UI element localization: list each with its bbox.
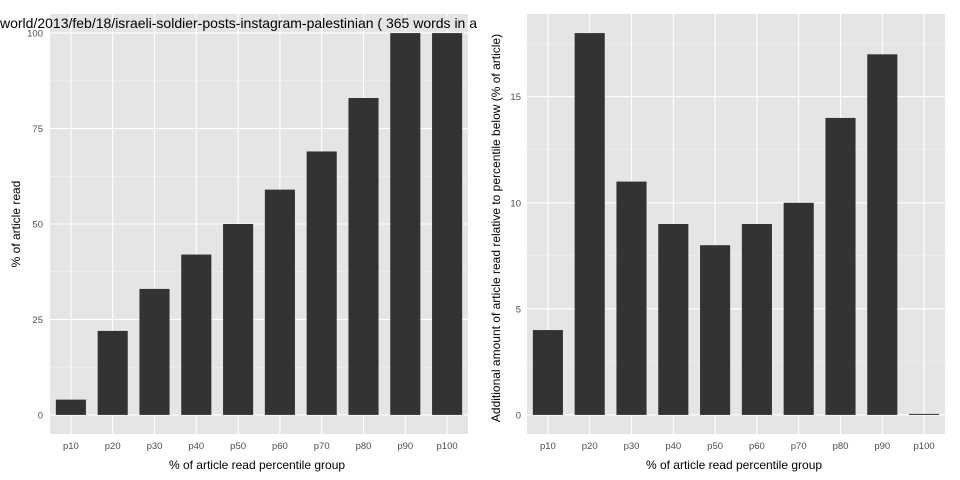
x-tick-label: p40 <box>665 441 681 452</box>
x-tick-label: p10 <box>540 441 556 452</box>
bar-p10 <box>532 330 563 415</box>
bar-p10 <box>55 399 86 415</box>
chart-title: world/2013/feb/18/israeli-soldier-posts-… <box>0 15 477 31</box>
bar-p90 <box>390 33 421 415</box>
x-tick-label: p10 <box>63 441 79 452</box>
bar-p80 <box>348 98 379 415</box>
x-tick-label: p70 <box>791 441 807 452</box>
bar-p20 <box>97 330 128 415</box>
y-tick-label: 15 <box>510 92 521 103</box>
bar-p30 <box>616 181 647 415</box>
x-tick-label: p100 <box>437 441 458 452</box>
x-tick-label: p90 <box>397 441 413 452</box>
bar-p40 <box>658 224 689 415</box>
x-tick-label: p50 <box>230 441 246 452</box>
bar-p70 <box>306 151 337 415</box>
bar-p70 <box>783 202 814 415</box>
x-tick-label: p80 <box>833 441 849 452</box>
y-axis-title: Additional amount of article read relati… <box>489 34 503 422</box>
bar-p30 <box>139 288 170 415</box>
x-tick-label: p80 <box>356 441 372 452</box>
y-tick-label: 5 <box>516 304 521 315</box>
bar-p50 <box>223 224 254 415</box>
bar-p50 <box>700 245 731 415</box>
x-tick-label: p20 <box>105 441 121 452</box>
bar-p40 <box>181 254 212 415</box>
bar-p90 <box>867 54 898 415</box>
y-tick-label: 100 <box>27 29 43 40</box>
y-tick-label: 10 <box>510 198 521 209</box>
bar-p80 <box>825 117 856 415</box>
x-tick-label: p60 <box>749 441 765 452</box>
x-tick-label: p30 <box>624 441 640 452</box>
x-tick-label: p30 <box>147 441 163 452</box>
bar-p20 <box>574 33 605 415</box>
bar-p100 <box>909 413 940 415</box>
x-tick-label: p90 <box>874 441 890 452</box>
x-axis-title: % of article read percentile group <box>646 458 822 472</box>
y-tick-label: 0 <box>516 410 521 421</box>
x-tick-label: p100 <box>914 441 935 452</box>
y-tick-label: 25 <box>32 315 43 326</box>
x-tick-label: p50 <box>707 441 723 452</box>
y-tick-label: 0 <box>38 410 43 421</box>
bar-p60 <box>741 224 772 415</box>
bar-p100 <box>432 33 463 415</box>
y-tick-label: 75 <box>32 124 43 135</box>
x-tick-label: p60 <box>272 441 288 452</box>
y-axis-title: % of article read <box>9 181 23 268</box>
x-tick-label: p40 <box>188 441 204 452</box>
x-axis-title: % of article read percentile group <box>169 458 345 472</box>
bar-p60 <box>264 189 295 415</box>
y-tick-label: 50 <box>32 220 43 231</box>
x-tick-label: p20 <box>582 441 598 452</box>
x-tick-label: p70 <box>314 441 330 452</box>
